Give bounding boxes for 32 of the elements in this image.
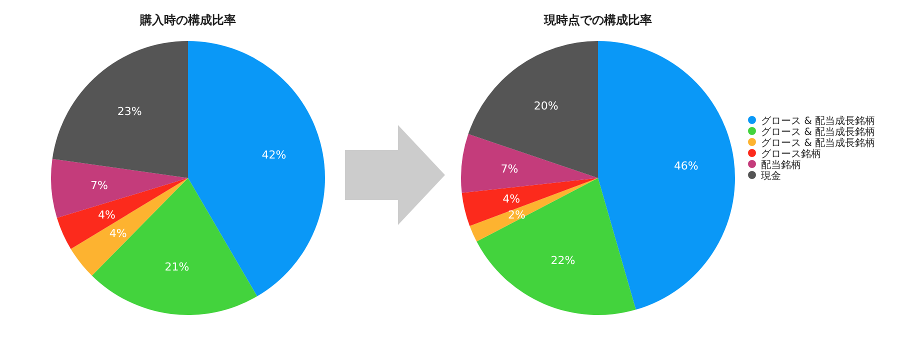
pie-slice — [470, 178, 598, 242]
data-label: 7% — [90, 178, 108, 192]
pie-slice — [70, 178, 188, 276]
pie-slice — [188, 41, 325, 296]
legend-label: グロース & 配当成長銘柄 — [761, 115, 876, 127]
legend-label: 現金 — [761, 170, 781, 182]
pie-slice — [468, 41, 598, 178]
pie-slice — [476, 178, 636, 315]
chart-title: 購入時の構成比率 — [139, 13, 236, 27]
pie-slice — [52, 41, 188, 178]
data-label: 22% — [550, 254, 576, 267]
data-label: 46% — [674, 160, 698, 173]
pie-slice — [92, 178, 258, 315]
data-label: 4% — [502, 192, 520, 206]
pie-slice — [51, 158, 188, 218]
data-label: 23% — [117, 104, 142, 118]
legend-label: 配当銘柄 — [761, 159, 801, 171]
data-label: 7% — [500, 162, 518, 176]
data-label: 4% — [98, 208, 116, 222]
data-label: 20% — [534, 100, 558, 113]
pie-slice — [461, 134, 598, 193]
data-label: 2% — [508, 208, 526, 222]
chart-title: 現時点での構成比率 — [543, 13, 652, 27]
pie-slice — [56, 178, 188, 249]
legend-label: グロース銘柄 — [761, 148, 821, 160]
pie-slice — [462, 178, 598, 226]
pie-slice — [598, 41, 735, 310]
legend-label: グロース & 配当成長銘柄 — [761, 137, 876, 149]
data-label: 4% — [109, 227, 127, 240]
legend-label: グロース & 配当成長銘柄 — [761, 126, 876, 138]
data-label: 21% — [164, 260, 190, 274]
data-label: 42% — [262, 148, 286, 162]
